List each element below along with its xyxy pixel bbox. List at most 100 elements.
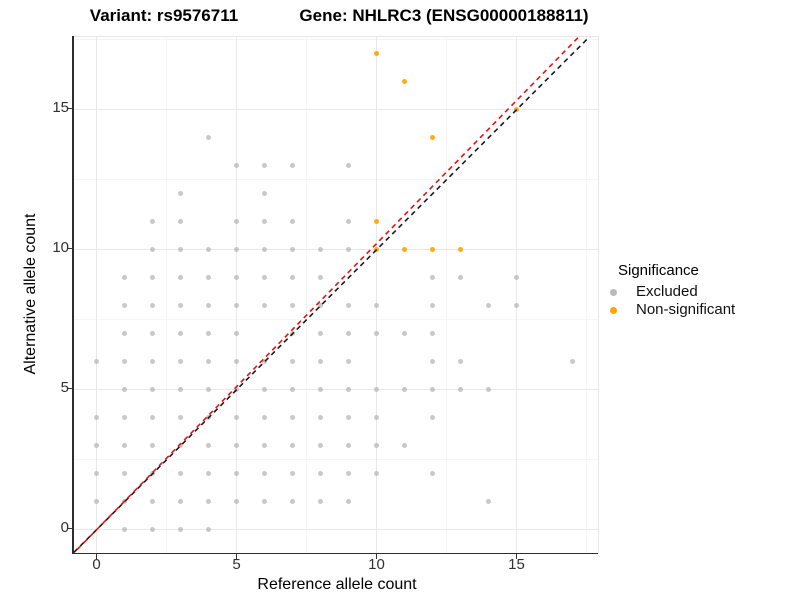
x-axis-title: Reference allele count <box>257 576 417 593</box>
y-tick-mark <box>68 527 73 530</box>
data-point <box>346 246 351 252</box>
y-tick-mark <box>68 247 73 250</box>
data-point <box>373 218 380 225</box>
data-point <box>262 498 267 504</box>
data-point <box>206 498 211 504</box>
data-point <box>430 414 435 420</box>
x-tick-mark <box>375 554 378 559</box>
data-point <box>570 358 575 364</box>
data-point <box>430 386 435 392</box>
reference-lines <box>73 37 590 554</box>
data-point <box>458 274 463 280</box>
data-point <box>206 302 211 308</box>
plot-title-gene: Gene: NHLRC3 (ENSG00000188811) <box>299 6 589 25</box>
x-tick-label: 10 <box>368 556 385 573</box>
y-tick-label: 15 <box>52 99 69 117</box>
data-point <box>150 358 155 364</box>
data-point <box>262 218 267 224</box>
data-point <box>457 246 464 253</box>
data-point <box>178 358 183 364</box>
data-point <box>206 274 211 280</box>
data-point <box>402 386 407 392</box>
gridline-minor-vertical <box>446 37 447 554</box>
plot-panel <box>73 36 599 554</box>
data-point <box>374 330 379 336</box>
data-point <box>430 358 435 364</box>
data-point <box>318 330 323 336</box>
data-point <box>178 526 183 532</box>
data-point <box>514 302 519 308</box>
data-point <box>178 190 183 196</box>
data-point <box>234 386 239 392</box>
data-point <box>346 162 351 168</box>
data-point <box>318 246 323 252</box>
data-point <box>150 498 155 504</box>
data-point <box>150 246 155 252</box>
data-point <box>430 470 435 476</box>
data-point <box>234 498 239 504</box>
data-point <box>262 358 267 364</box>
data-point <box>346 386 351 392</box>
data-point <box>206 386 211 392</box>
y-tick-mark <box>68 387 73 390</box>
data-point <box>122 498 127 504</box>
data-point <box>374 470 379 476</box>
data-point <box>346 470 351 476</box>
data-point <box>290 442 295 448</box>
data-point <box>346 358 351 364</box>
gridline-major-vertical <box>236 37 237 554</box>
data-point <box>234 330 239 336</box>
data-point <box>234 470 239 476</box>
gridline-major-vertical <box>376 37 377 554</box>
data-point <box>318 302 323 308</box>
data-point <box>234 442 239 448</box>
data-point <box>373 246 380 253</box>
data-point <box>290 218 295 224</box>
data-point <box>318 442 323 448</box>
data-point <box>318 498 323 504</box>
data-point <box>122 386 127 392</box>
data-point <box>122 442 127 448</box>
data-point <box>290 330 295 336</box>
data-point <box>94 498 99 504</box>
data-point <box>150 302 155 308</box>
data-point <box>206 246 211 252</box>
data-point <box>178 218 183 224</box>
data-point <box>206 134 211 140</box>
data-point <box>318 470 323 476</box>
data-point <box>290 302 295 308</box>
data-point <box>402 330 407 336</box>
data-point <box>234 274 239 280</box>
y-tick-label: 10 <box>52 239 69 257</box>
data-point <box>346 330 351 336</box>
data-point <box>402 442 407 448</box>
data-point <box>346 302 351 308</box>
data-point <box>346 498 351 504</box>
gridline-minor-horizontal <box>73 318 598 320</box>
data-point <box>178 470 183 476</box>
data-point <box>234 162 239 168</box>
gridline-major-vertical <box>516 37 517 554</box>
data-point <box>262 246 267 252</box>
data-point <box>318 386 323 392</box>
y-axis-line <box>72 36 74 554</box>
legend-title: Significance <box>618 262 699 279</box>
legend-item-label: Excluded <box>636 283 698 300</box>
data-point <box>150 218 155 224</box>
data-point <box>150 442 155 448</box>
data-point <box>262 162 267 168</box>
data-point <box>430 302 435 308</box>
data-point <box>290 414 295 420</box>
data-point <box>122 274 127 280</box>
legend: Significance Excluded Non-significant <box>606 262 796 319</box>
y-tick-mark <box>68 107 73 110</box>
data-point <box>178 302 183 308</box>
data-point <box>374 414 379 420</box>
gridline-minor-vertical <box>586 37 587 554</box>
data-point <box>150 526 155 532</box>
data-point <box>374 442 379 448</box>
data-point <box>458 386 463 392</box>
gridline-minor-vertical <box>166 37 167 554</box>
legend-item-label: Non-significant <box>636 301 736 318</box>
data-point <box>346 218 351 224</box>
